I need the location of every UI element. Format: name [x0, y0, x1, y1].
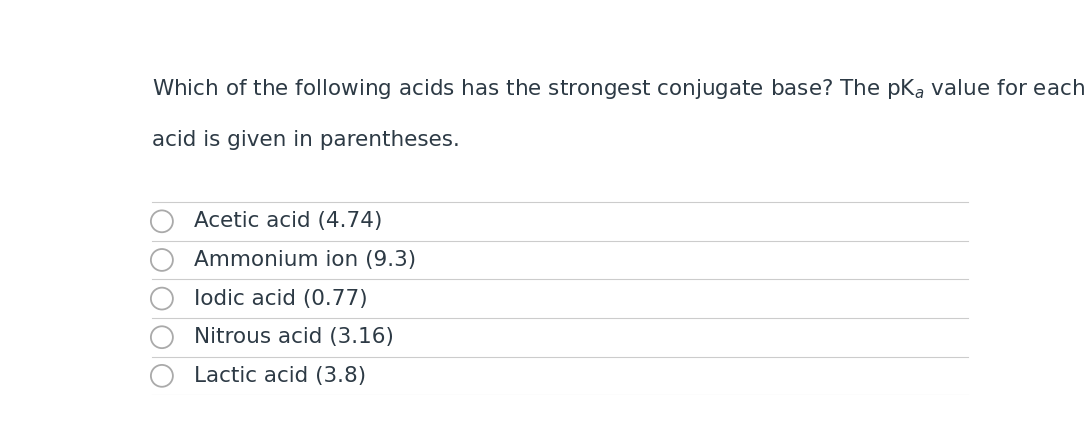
- Text: Acetic acid (4.74): Acetic acid (4.74): [194, 211, 382, 231]
- Text: Iodic acid (0.77): Iodic acid (0.77): [194, 289, 368, 309]
- Text: Ammonium ion (9.3): Ammonium ion (9.3): [194, 250, 416, 270]
- Text: Which of the following acids has the strongest conjugate base? The pK$_a$ value : Which of the following acids has the str…: [152, 77, 1084, 101]
- Text: Lactic acid (3.8): Lactic acid (3.8): [194, 366, 366, 386]
- Text: acid is given in parentheses.: acid is given in parentheses.: [152, 130, 460, 150]
- Text: Nitrous acid (3.16): Nitrous acid (3.16): [194, 327, 394, 347]
